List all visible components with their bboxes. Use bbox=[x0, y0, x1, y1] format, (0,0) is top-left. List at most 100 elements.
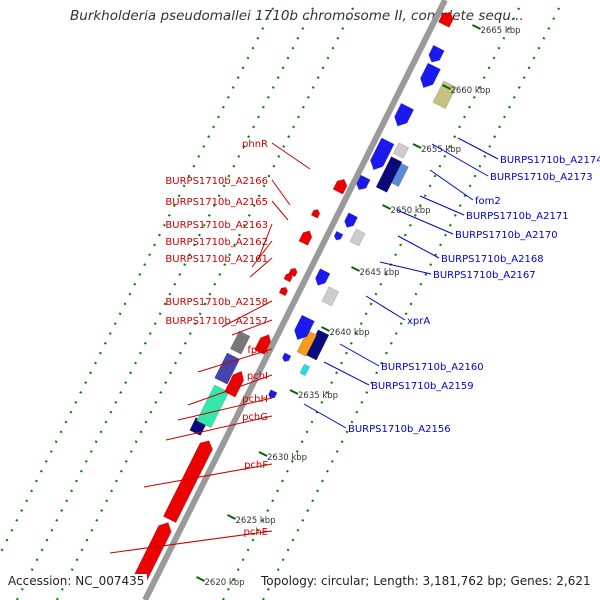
gene-A2173 bbox=[370, 137, 395, 171]
tick-label-1: 2625 kbp bbox=[236, 516, 276, 526]
gene-A2168 bbox=[349, 228, 366, 247]
left-leader-6 bbox=[249, 257, 273, 278]
gene-top-a bbox=[420, 62, 441, 89]
right-leader-10 bbox=[323, 361, 370, 386]
left-label-13: pchF bbox=[244, 460, 268, 471]
gene-phnR bbox=[332, 178, 348, 195]
kbp-ticks: 2620 kbp 2625 kbp 2630 kbp 2635 kbp 2640 kbp… bbox=[196, 24, 521, 588]
tick-label-4: 2640 kbp bbox=[330, 328, 370, 338]
gene-pchH bbox=[196, 384, 230, 429]
gene-fptA bbox=[229, 330, 251, 355]
right-label-2: BURPS1710b_A2173 bbox=[490, 172, 593, 183]
left-leader-10 bbox=[187, 374, 273, 406]
guide-line-3 bbox=[56, 0, 358, 600]
tick-mark-4 bbox=[321, 326, 330, 332]
guide-line-5 bbox=[262, 0, 564, 600]
tick-mark-5 bbox=[351, 266, 360, 272]
left-label-9: fptA bbox=[247, 345, 268, 356]
gene-A2161 bbox=[288, 267, 298, 278]
tick-mark-9 bbox=[472, 24, 481, 30]
right-label-11: BURPS1710b_A2156 bbox=[348, 424, 451, 435]
right-label-3: fom2 bbox=[475, 196, 501, 207]
tick-label-6: 2650 kbp bbox=[391, 206, 431, 216]
left-label-5: BURPS1710b_A2162 bbox=[165, 237, 268, 248]
tick-label-2: 2630 kbp bbox=[267, 453, 307, 463]
gene-features bbox=[130, 11, 457, 589]
guide-line-2 bbox=[16, 0, 318, 600]
tick-label-9: 2665 kbp bbox=[481, 26, 521, 36]
left-leader-9 bbox=[197, 348, 273, 373]
left-label-11: pchH bbox=[242, 394, 268, 405]
tick-mark-1 bbox=[227, 514, 236, 520]
tick-mark-3 bbox=[289, 389, 299, 395]
left-label-6: BURPS1710b_A2161 bbox=[165, 254, 268, 265]
left-leader-11 bbox=[177, 397, 273, 421]
right-leader-1 bbox=[457, 137, 499, 160]
guide-line-4 bbox=[222, 0, 524, 600]
gene-A2156 bbox=[268, 389, 278, 399]
gene-A2170 bbox=[333, 230, 344, 241]
gene-A2163 bbox=[298, 230, 313, 246]
left-label-8: BURPS1710b_A2157 bbox=[165, 316, 268, 327]
gene-labels: phnR BURPS1710b_A2166 BURPS1710b_A2165 BURP… bbox=[109, 137, 600, 554]
left-leader-14 bbox=[109, 530, 273, 554]
chromosome-backbone bbox=[142, 0, 448, 600]
right-leader-6 bbox=[397, 235, 440, 259]
gene-A2171 bbox=[344, 212, 359, 228]
gene-A2159-cyan bbox=[299, 363, 311, 377]
tick-label-8: 2660 kbp bbox=[451, 86, 491, 96]
right-label-10: BURPS1710b_A2159 bbox=[371, 381, 474, 392]
gene-A2174-arrow bbox=[394, 102, 415, 127]
tick-mark-7 bbox=[412, 143, 422, 149]
left-label-14: pchE bbox=[243, 527, 268, 538]
gene-A2158 bbox=[278, 286, 289, 297]
right-label-8: xprA bbox=[407, 316, 430, 327]
left-leader-4 bbox=[257, 223, 273, 261]
tick-mark-8 bbox=[442, 84, 451, 90]
right-leader-7 bbox=[379, 261, 432, 275]
right-label-6: BURPS1710b_A2168 bbox=[441, 254, 544, 265]
gene-A2160-orange bbox=[296, 329, 318, 357]
right-label-4: BURPS1710b_A2171 bbox=[466, 211, 569, 222]
footer: Accession: NC_007435 Topology: circular;… bbox=[0, 571, 600, 595]
right-leader-9 bbox=[339, 343, 380, 367]
left-label-12: pchG bbox=[242, 412, 268, 423]
left-label-3: BURPS1710b_A2165 bbox=[165, 197, 268, 208]
left-label-7: BURPS1710b_A2158 bbox=[165, 297, 268, 308]
gene-A2160 bbox=[294, 314, 315, 341]
left-label-2: BURPS1710b_A2166 bbox=[165, 176, 268, 187]
right-leader-4 bbox=[419, 195, 465, 216]
tick-mark-0 bbox=[196, 576, 205, 582]
right-label-7: BURPS1710b_A2167 bbox=[433, 270, 536, 281]
gene-top-b bbox=[428, 44, 445, 63]
right-leader-3 bbox=[429, 169, 474, 201]
left-label-4: BURPS1710b_A2163 bbox=[165, 220, 268, 231]
accession-text: Accession: NC_007435 bbox=[8, 574, 148, 588]
gene-top-red bbox=[437, 11, 454, 28]
tick-label-7: 2655 kbp bbox=[421, 145, 461, 155]
right-leader-11 bbox=[303, 403, 347, 429]
guide-line-1 bbox=[0, 0, 278, 557]
right-leader-5 bbox=[396, 209, 454, 235]
tick-label-5: 2645 kbp bbox=[360, 268, 400, 278]
tick-mark-6 bbox=[382, 204, 391, 210]
gene-A2167-arrow bbox=[315, 268, 331, 286]
left-leader-5 bbox=[251, 240, 273, 268]
tick-label-0: 2620 kbp bbox=[205, 578, 245, 588]
gene-A2157 bbox=[283, 272, 293, 283]
gene-A2167 bbox=[321, 286, 340, 307]
left-leader-7 bbox=[221, 300, 273, 328]
map-title: Burkholderia pseudomallei 1710b chromoso… bbox=[70, 8, 524, 24]
gene-A2165 bbox=[310, 209, 321, 219]
left-leader-8 bbox=[231, 319, 273, 336]
right-label-9: BURPS1710b_A2160 bbox=[381, 362, 484, 373]
left-label-1: phnR bbox=[242, 139, 268, 150]
left-leader-13 bbox=[143, 463, 273, 488]
gene-A2174 bbox=[392, 142, 410, 159]
left-leader-12 bbox=[165, 415, 273, 441]
gene-fom2-dark bbox=[375, 156, 403, 193]
right-label-1: BURPS1710b_A2174 bbox=[500, 155, 600, 166]
gene-A2159 bbox=[282, 352, 292, 362]
gene-fom2 bbox=[391, 163, 409, 188]
